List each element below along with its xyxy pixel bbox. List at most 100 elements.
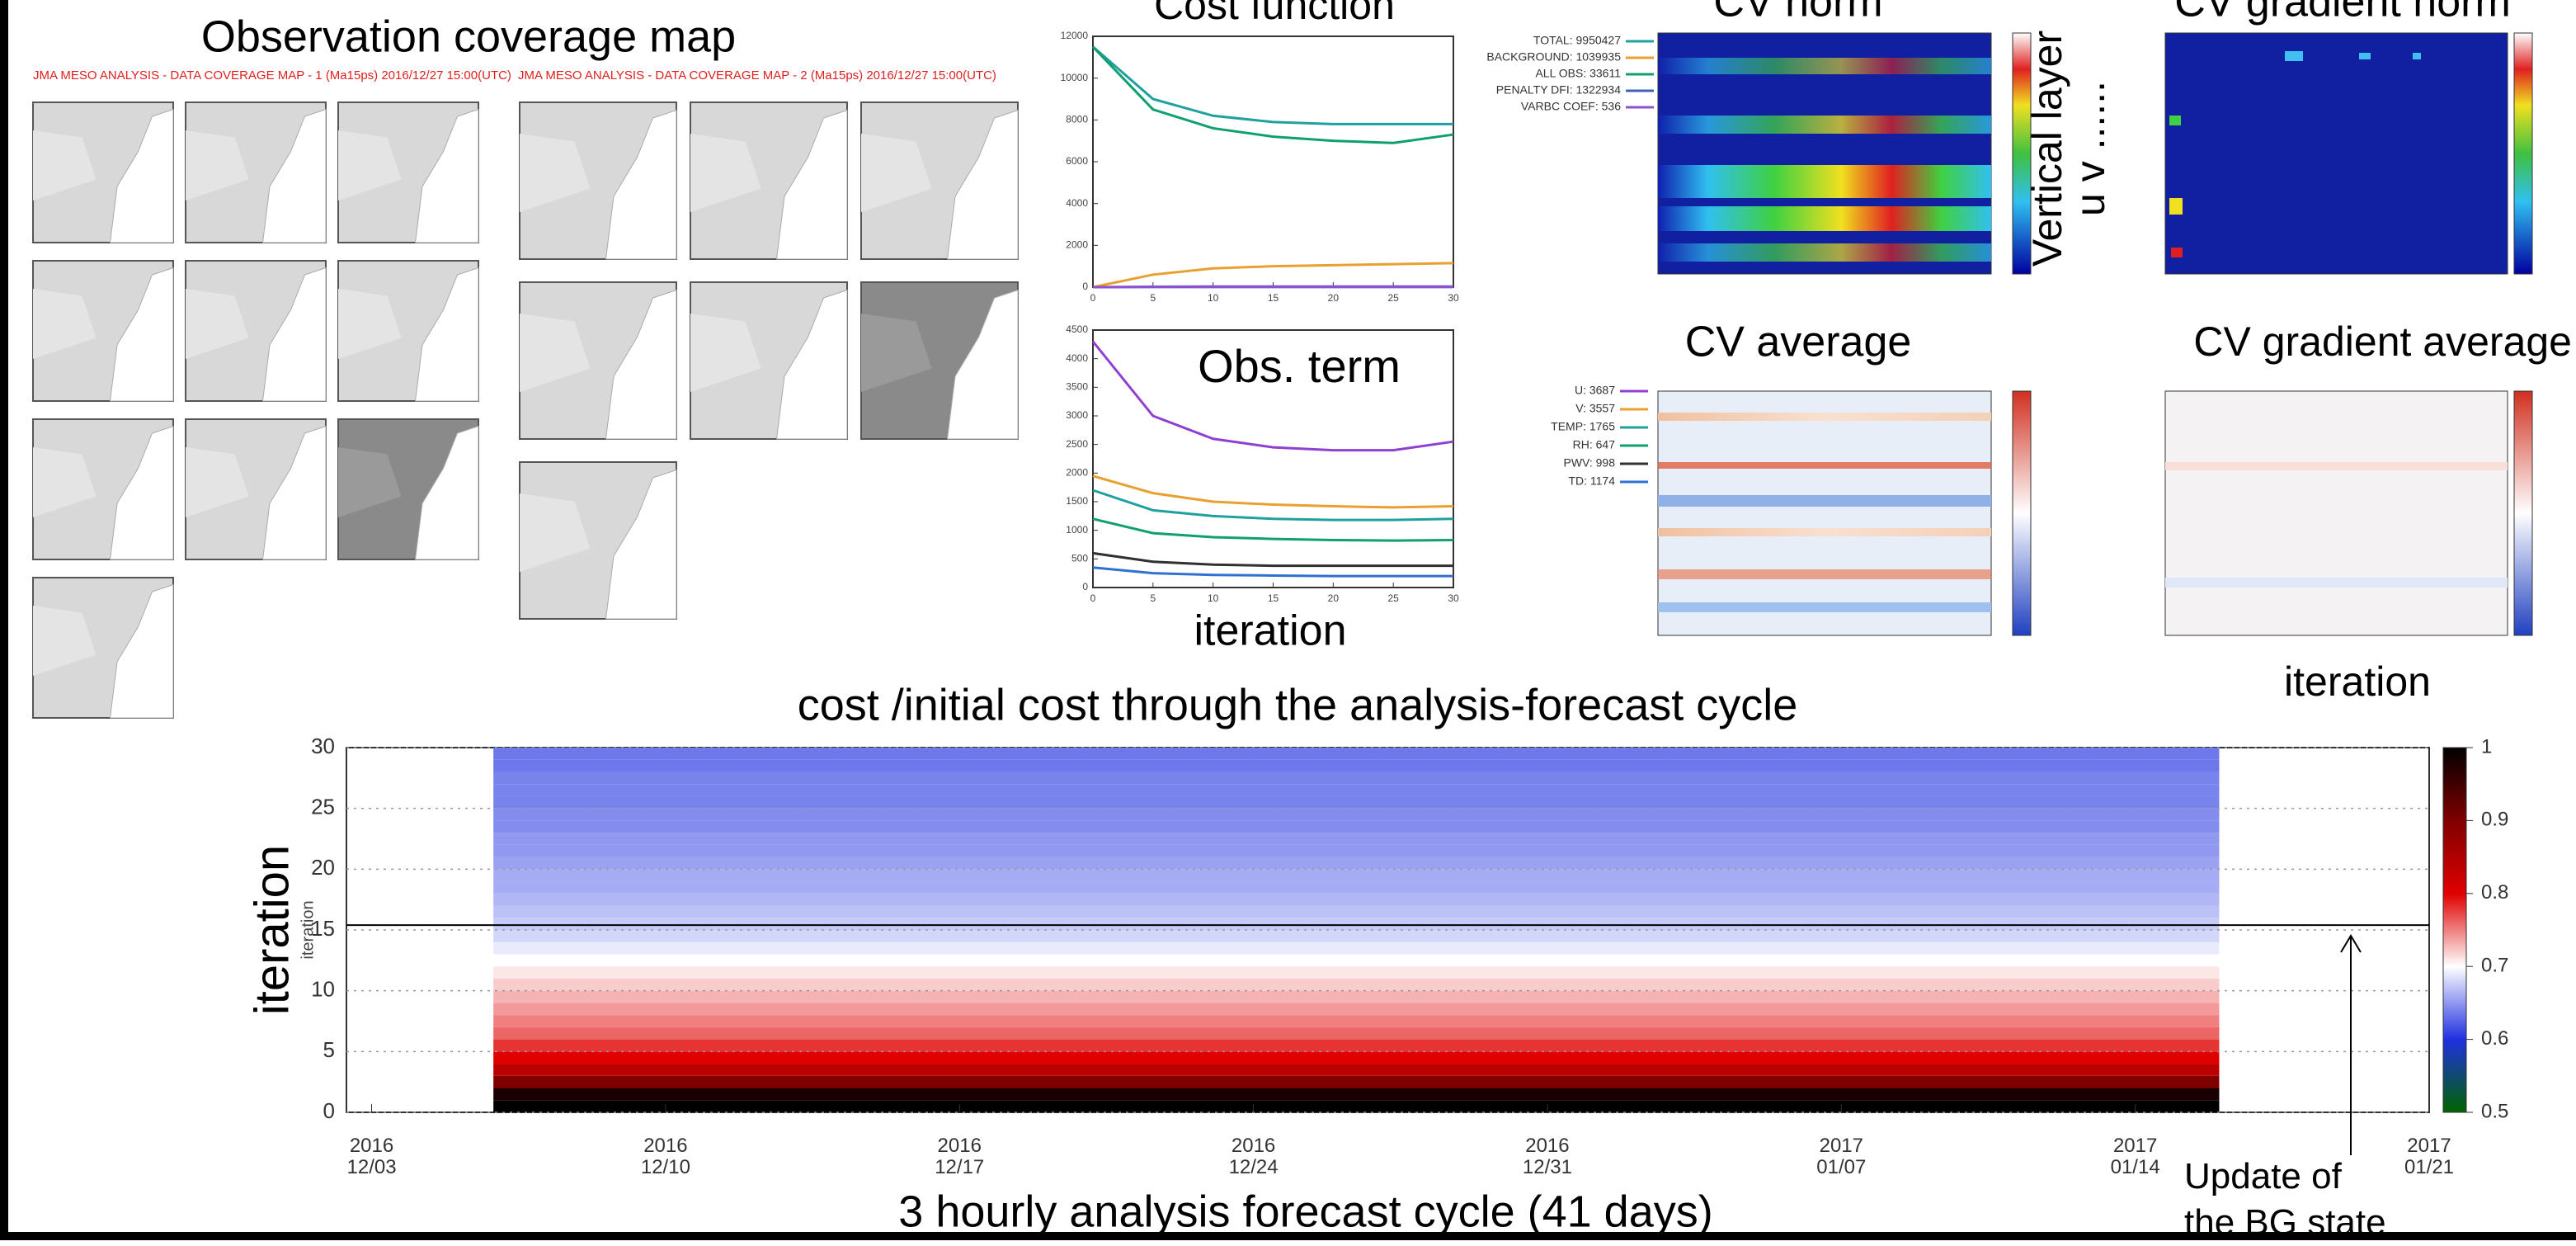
x-tick-label: 2017 01/14 [2111,1135,2160,1178]
y-axis-title-small: iteration [299,900,317,959]
y-tick-label: 3500 [1066,381,1088,393]
heatmap-cell [493,1027,2219,1040]
heatmap-band [1658,528,1991,536]
y-tick-label: 1500 [1066,495,1088,507]
heatmap-cell [493,918,2219,930]
y-tick-label: 25 [311,795,335,819]
map-title: JMA MESO ANALYSIS - DATA COVERAGE MAP - … [33,68,511,83]
colorbar-tick-label: 0.5 [2481,1100,2508,1122]
heatmap-cell [493,906,2219,918]
heatmap-band [1658,413,1991,421]
coverage-thumbnails [33,102,1018,718]
y-tick-label: 4000 [1066,197,1088,209]
heatmap-cell [493,760,2219,772]
y-tick-label: 6000 [1066,155,1088,167]
panel-title: CV gradient average [2193,319,2572,365]
heatmap-band [1658,165,1991,198]
heatmap-spot [2285,51,2303,61]
heatmap-cell [493,833,2219,845]
x-tick-label: 2016 12/17 [935,1135,984,1178]
legend-label: TD: 1174 [1568,474,1615,488]
x-tick-label: 10 [1208,592,1219,604]
heatmap-spot [2359,53,2371,59]
y-tick-label: 8000 [1066,114,1088,125]
heatmap-cell [493,894,2219,906]
heatmap-cell [493,1088,2219,1101]
x-tick-label: 20 [1328,592,1340,604]
heatmap-cell [493,930,2219,942]
heatmap-bg [2165,33,2508,274]
cv-average-heatmap [1658,391,2031,635]
legend-label: RH: 647 [1573,438,1616,451]
x-tick-label: 2016 12/03 [347,1135,397,1178]
colorbar [2443,748,2466,1112]
heatmap-cell [493,1040,2219,1052]
y-tick-label: 0 [1082,581,1088,592]
heatmap-band [1658,462,1991,469]
cv-norm-heatmap [1658,33,2031,274]
heatmap-band [1658,495,1991,507]
y-axis-title: iteration [245,845,299,1015]
legend-label: TOTAL: 9950427 [1533,34,1621,47]
y-tick-label: 10000 [1061,72,1089,83]
y-tick-label: 4000 [1066,352,1088,364]
panel-title: CV gradient norm [2174,0,2511,26]
x-tick-label: 2017 01/07 [1816,1135,1866,1178]
y-tick-label: 0 [323,1098,335,1123]
x-tick-label: 2016 12/10 [641,1135,690,1178]
map-title: JMA MESO ANALYSIS - DATA COVERAGE MAP - … [518,68,996,83]
cv-gradient-average-heatmap [2165,391,2532,635]
colorbar-tick-label: 0.7 [2481,955,2508,977]
panel-title: CV average [1685,319,1912,366]
heatmap-cell [493,1051,2219,1064]
legend-label: BACKGROUND: 1039935 [1486,50,1621,64]
cv-gradient-norm-heatmap [2165,33,2532,274]
y-tick-label: 4500 [1066,323,1088,335]
axis-title: u v ...... [2067,81,2113,216]
heatmap-spot [2169,198,2183,215]
colorbar [2514,391,2532,635]
x-tick-label: 2017 01/21 [2404,1135,2454,1178]
heatmap-cell [493,979,2219,991]
colorbar [2514,33,2532,274]
legend-label: VARBC COEF: 536 [1521,100,1621,113]
chart-title: Obs. term [1198,340,1401,392]
heatmap-cell [493,772,2219,784]
y-tick-label: 2000 [1066,467,1088,479]
colorbar-tick-label: 1 [2481,735,2492,758]
heatmap-cell [493,820,2219,833]
colorbar [2013,391,2031,635]
y-tick-label: 1000 [1066,524,1088,536]
x-tick-label: 30 [1448,592,1459,604]
heatmap-cell [493,1064,2219,1076]
colorbar-tick-label: 0.9 [2481,809,2508,831]
coverage-title: Observation coverage map [201,12,736,61]
x-tick-label: 5 [1150,592,1156,604]
slide-border [0,0,8,1240]
heatmap-cell [493,796,2219,809]
y-tick-label: 3000 [1066,409,1088,421]
heatmap-band [2165,462,2508,470]
heatmap-spot [2169,116,2181,125]
heatmap-band [1658,569,1991,579]
heatmap-spot [2413,53,2421,59]
plot-area [1093,36,1453,287]
y-tick-label: 5 [323,1037,335,1062]
y-tick-label: 2000 [1066,239,1088,251]
legend-label: V: 3557 [1575,402,1615,415]
heatmap-spot [2171,248,2183,257]
heatmap-cell [493,1100,2219,1112]
heatmap-band [2165,578,2508,588]
heatmap-cell [493,1003,2219,1015]
legend-label: ALL OBS: 33611 [1535,67,1621,80]
heatmap-cell [493,942,2219,955]
colorbar-tick-label: 0.8 [2481,881,2508,904]
heatmap-cell [493,845,2219,857]
axis-title: Vertical layer [2024,31,2070,267]
legend-label: PWV: 998 [1563,456,1615,470]
x-tick-label: 15 [1268,292,1279,304]
chart-title: Cost function [1154,0,1395,28]
heatmap-band [1658,206,1991,231]
heatmap-band [1658,58,1991,74]
